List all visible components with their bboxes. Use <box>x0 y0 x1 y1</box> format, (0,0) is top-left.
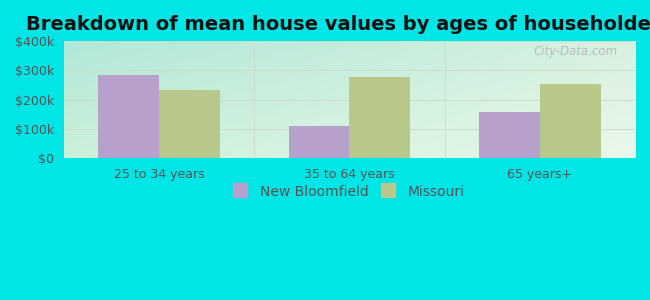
Bar <box>350 77 410 158</box>
Bar <box>540 84 601 158</box>
Title: Breakdown of mean house values by ages of householders: Breakdown of mean house values by ages o… <box>27 15 650 34</box>
Bar <box>289 126 350 158</box>
Bar <box>98 75 159 158</box>
Bar <box>159 90 220 158</box>
Legend: New Bloomfield, Missouri: New Bloomfield, Missouri <box>231 181 469 204</box>
Text: City-Data.com: City-Data.com <box>534 45 618 58</box>
Bar <box>479 112 540 158</box>
